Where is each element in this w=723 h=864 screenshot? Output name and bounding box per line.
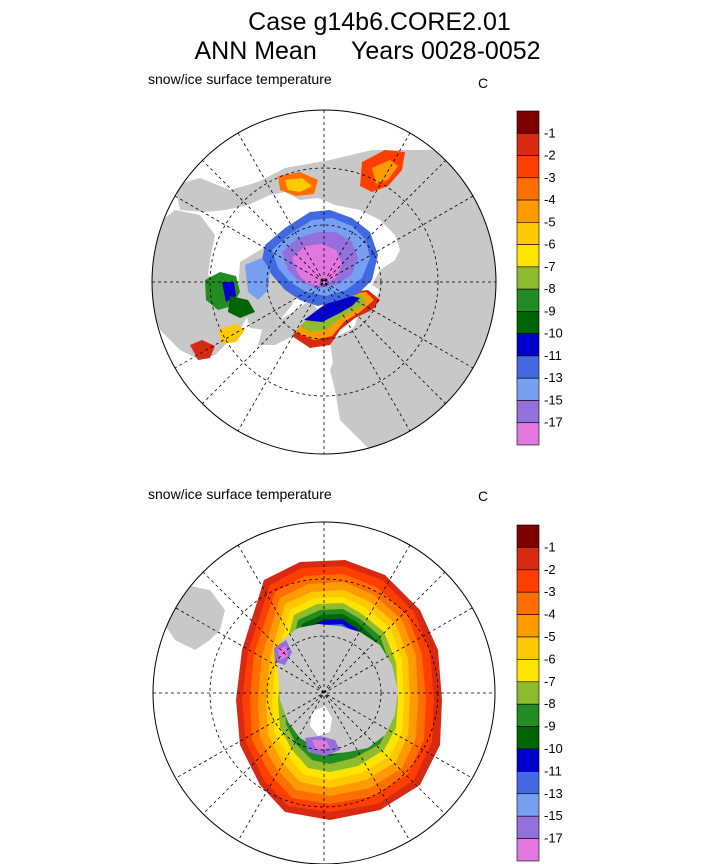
- colorbar-swatch: [516, 726, 540, 750]
- colorbar-swatch: [516, 288, 540, 312]
- north-graticule: [152, 110, 496, 454]
- south-polar-map: [152, 521, 496, 864]
- colorbar-tick-label: -10: [544, 741, 563, 756]
- north-contour-band: [190, 340, 215, 360]
- colorbar-swatch: [516, 222, 540, 245]
- scandinavia-landmass: [330, 325, 385, 400]
- colorbar-tick-label: -3: [544, 584, 556, 599]
- iceland-landmass: [335, 356, 352, 368]
- colorbar-tick-label: -4: [544, 607, 556, 622]
- colorbar-swatch: [516, 748, 540, 772]
- north-colorbar: -1 -2 -3 -4 -5 -6 -7 -8 -9 -10 -11 -13 -15 -17: [516, 110, 563, 446]
- colorbar-tick-label: -15: [544, 392, 563, 407]
- colorbar-swatch: [516, 266, 540, 290]
- south-graticule: [153, 522, 495, 864]
- north-panel-title: snow/ice surface temperature: [148, 71, 332, 87]
- colorbar-swatch: [516, 110, 540, 134]
- colorbar-tick-label: -8: [544, 696, 556, 711]
- colorbar-swatch: [516, 659, 540, 683]
- north-land: [152, 150, 496, 454]
- south-panel-title: snow/ice surface temperature: [148, 486, 332, 502]
- south-contour-band: [312, 740, 330, 750]
- north-america-landmass: [152, 210, 248, 360]
- colorbar-tick-label: -13: [544, 370, 563, 385]
- colorbar-swatch: [516, 636, 540, 660]
- colorbar-tick-label: -2: [544, 148, 556, 163]
- colorbar-swatch: [516, 155, 540, 179]
- greenland-landmass: [258, 300, 318, 345]
- south-units-label: C: [478, 488, 489, 504]
- north-contour-band: [372, 160, 398, 184]
- colorbar-swatch: [516, 199, 540, 223]
- north-contour-band: [218, 324, 245, 344]
- colorbar-swatch: [516, 793, 540, 817]
- colorbar-tick-label: -9: [544, 303, 556, 318]
- colorbar-swatch: [516, 547, 540, 571]
- colorbar-swatch: [516, 614, 540, 638]
- south-sea-ice-field: [236, 560, 442, 820]
- colorbar-tick-label: -5: [544, 629, 556, 644]
- colorbar-tick-label: -6: [544, 237, 556, 252]
- colorbar-tick-label: -8: [544, 281, 556, 296]
- north-contour-band: [285, 178, 312, 192]
- colorbar-tick-label: -9: [544, 719, 556, 734]
- colorbar-tick-label: -2: [544, 562, 556, 577]
- colorbar-tick-label: -7: [544, 259, 556, 274]
- colorbar-swatch: [516, 422, 540, 446]
- colorbar-swatch: [516, 311, 540, 334]
- figure-subtitle: ANN Mean Years 0028-0052: [194, 37, 541, 65]
- colorbar-swatch: [516, 815, 540, 839]
- figure-title: Case g14b6.CORE2.01: [248, 8, 511, 36]
- colorbar-swatch: [516, 377, 540, 401]
- south-map-border: [152, 521, 496, 864]
- north-sea-ice-field: [190, 150, 405, 360]
- colorbar-swatch: [516, 771, 540, 795]
- colorbar-tick-label: -11: [544, 763, 562, 778]
- colorbar-tick-label: -4: [544, 192, 556, 207]
- colorbar-swatch: [516, 355, 540, 379]
- colorbar-swatch: [516, 244, 540, 268]
- colorbar-tick-label: -1: [544, 539, 556, 554]
- north-contour-band: [304, 296, 360, 322]
- colorbar-tick-label: -5: [544, 214, 556, 229]
- colorbar-swatch: [516, 524, 540, 548]
- colorbar-tick-label: -11: [544, 348, 562, 363]
- colorbar-swatch: [516, 400, 540, 424]
- colorbar-tick-label: -13: [544, 786, 563, 801]
- eurasia-landmass: [175, 150, 496, 454]
- colorbar-tick-label: -7: [544, 674, 556, 689]
- colorbar-tick-label: -15: [544, 808, 563, 823]
- north-polar-map: [151, 109, 497, 455]
- colorbar-tick-label: -3: [544, 170, 556, 185]
- south-colorbar: -1 -2 -3 -4 -5 -6 -7 -8 -9 -10 -11 -13 -15 -17: [516, 524, 563, 862]
- colorbar-tick-label: -10: [544, 326, 563, 341]
- colorbar-tick-label: -17: [544, 415, 563, 430]
- colorbar-swatch: [516, 703, 540, 727]
- ross-ice-shelf: [310, 706, 332, 736]
- colorbar-swatch: [516, 569, 540, 593]
- colorbar-swatch: [516, 838, 540, 862]
- antarctica-landmass: [276, 624, 398, 754]
- colorbar-swatch: [516, 681, 540, 705]
- north-contour-band: [292, 244, 342, 286]
- colorbar-tick-label: -6: [544, 651, 556, 666]
- north-contour-band: [245, 258, 270, 300]
- colorbar-swatch: [516, 591, 540, 615]
- colorbar-swatch: [516, 132, 540, 156]
- colorbar-tick-label: -17: [544, 831, 563, 846]
- north-units-label: C: [478, 75, 489, 91]
- colorbar-swatch: [516, 333, 540, 357]
- colorbar-swatch: [516, 177, 540, 201]
- north-map-border: [151, 109, 497, 455]
- colorbar-tick-label: -1: [544, 125, 556, 140]
- north-contour-band: [228, 296, 255, 318]
